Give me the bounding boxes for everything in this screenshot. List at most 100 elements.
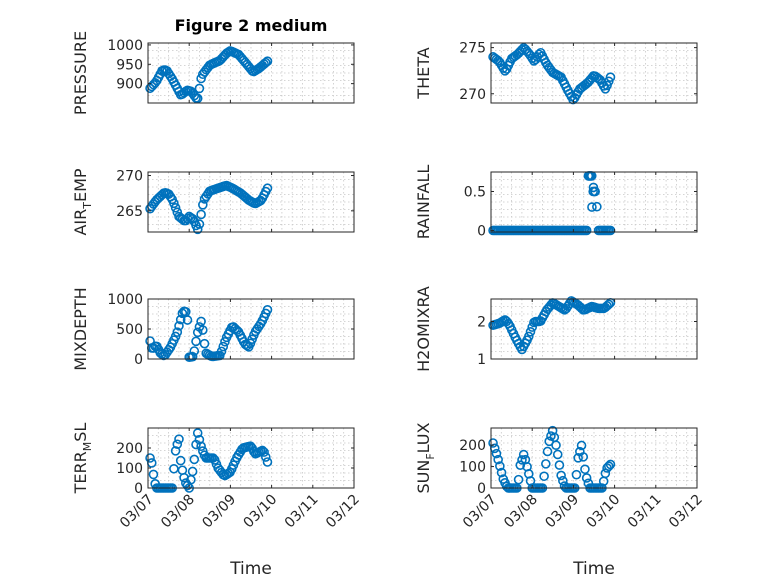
data-point <box>194 434 205 445</box>
data-point <box>556 470 566 481</box>
data-point <box>191 336 201 347</box>
data-point <box>603 299 614 310</box>
x-tick-label: 03/09 <box>542 492 582 532</box>
y-tick-label: 0 <box>477 223 486 239</box>
data-point <box>187 351 198 362</box>
x-tick-label: 03/08 <box>158 492 198 532</box>
y-tick-label: 265 <box>116 204 143 220</box>
y-tick-label: 1000 <box>107 292 143 308</box>
data-point <box>192 224 203 235</box>
data-point <box>194 219 205 229</box>
y-tick-label: 100 <box>459 460 486 476</box>
subplot-terr_msl: 0 100 200 03/07 03/08 03/09 03/10 03/11 03/12 TER… <box>71 423 363 532</box>
grid-air_temp <box>148 172 354 232</box>
series-h2omixra <box>488 296 616 355</box>
figure-title: Figure 2 medium <box>175 16 328 35</box>
y-tick-label: 0 <box>134 481 143 497</box>
series-terr_msl <box>145 428 273 493</box>
axes-box <box>147 427 355 489</box>
x-tick-label: 03/12 <box>323 492 363 532</box>
data-point <box>260 57 271 68</box>
data-point <box>189 454 200 465</box>
data-point <box>172 439 183 450</box>
data-point <box>170 446 181 456</box>
y-axis-label-rainfall: RAINFALL <box>414 165 433 240</box>
y-tick-label: 900 <box>116 77 143 93</box>
data-point <box>174 434 184 444</box>
y-axis-label-air_temp: AIRTEMP <box>71 168 94 235</box>
axes-box <box>490 42 698 104</box>
data-point <box>590 186 600 197</box>
data-point <box>198 200 208 210</box>
x-tick-label: 03/08 <box>501 492 541 532</box>
data-point <box>578 452 589 462</box>
data-point <box>491 448 502 459</box>
data-point <box>554 460 565 470</box>
data-point <box>552 449 563 460</box>
data-point <box>259 447 269 457</box>
data-point <box>196 316 206 327</box>
data-point <box>542 446 553 457</box>
data-point <box>199 338 210 349</box>
subplot-sun_flux: 0 100 200 03/07 03/08 03/09 03/10 03/11 03/12 SUN… <box>414 422 706 531</box>
subplot-rainfall: 0 0.5 RAINFALL <box>414 165 698 240</box>
y-tick-label: 2 <box>477 315 486 331</box>
series-theta <box>488 43 616 105</box>
data-point <box>592 201 602 212</box>
data-point <box>172 327 183 337</box>
subplot-h2omixra: 1 2 H2OMIXRA <box>414 286 698 372</box>
data-point <box>169 198 179 209</box>
subplot-theta: 270 275 THETA <box>414 41 698 105</box>
data-point <box>194 83 205 94</box>
data-point <box>587 202 597 212</box>
y-tick-label: 100 <box>116 461 143 477</box>
y-tick-label: 1000 <box>107 38 143 54</box>
y-axis-label-sun_flux: SUNFLUX <box>414 422 437 493</box>
data-point <box>170 331 181 342</box>
grid-terr_msl <box>148 428 354 488</box>
grid-rainfall <box>491 172 697 232</box>
data-point <box>495 461 505 471</box>
data-point <box>262 56 273 66</box>
data-point <box>603 461 614 471</box>
data-point <box>571 469 582 480</box>
data-point <box>262 183 273 194</box>
x-axis-label-right: Time <box>572 559 615 579</box>
data-point <box>192 327 203 338</box>
y-tick-label: 0.5 <box>464 184 486 200</box>
data-point <box>517 455 527 465</box>
data-point <box>515 460 526 470</box>
data-point <box>496 467 507 478</box>
data-point <box>551 440 561 451</box>
data-point <box>523 331 534 342</box>
data-point <box>605 459 616 470</box>
x-tick-label: 03/07 <box>117 492 157 532</box>
subplot-mixdepth: 0 500 1000 MIXDEPTH <box>71 287 355 371</box>
y-axis-label-theta: THETA <box>414 47 433 99</box>
data-point <box>539 471 549 482</box>
x-tick-label: 03/09 <box>199 492 239 532</box>
y-tick-label: 500 <box>116 322 143 338</box>
data-point <box>145 453 155 463</box>
y-axis-label-pressure: PRESSURE <box>71 31 90 115</box>
y-axis-label-h2omixra: H2OMIXRA <box>414 286 433 372</box>
series-sun_flux <box>488 425 616 493</box>
data-point <box>148 469 159 480</box>
x-tick-label: 03/11 <box>625 492 665 532</box>
data-point <box>580 464 590 475</box>
data-point <box>196 441 206 452</box>
y-tick-label: 200 <box>459 438 486 454</box>
y-axis-label-mixdepth: MIXDEPTH <box>71 287 90 370</box>
x-tick-label: 03/07 <box>460 492 500 532</box>
x-tick-label: 03/11 <box>282 492 322 532</box>
data-point <box>488 438 498 448</box>
axes-box <box>147 42 355 104</box>
axes-box <box>490 298 698 360</box>
y-tick-label: 200 <box>116 441 143 457</box>
data-point <box>576 440 587 451</box>
series-air_temp <box>145 180 273 235</box>
y-tick-label: 275 <box>459 41 486 57</box>
axes-box <box>490 171 698 233</box>
subplot-pressure: 900 950 1000 PRESSURE <box>71 31 355 115</box>
